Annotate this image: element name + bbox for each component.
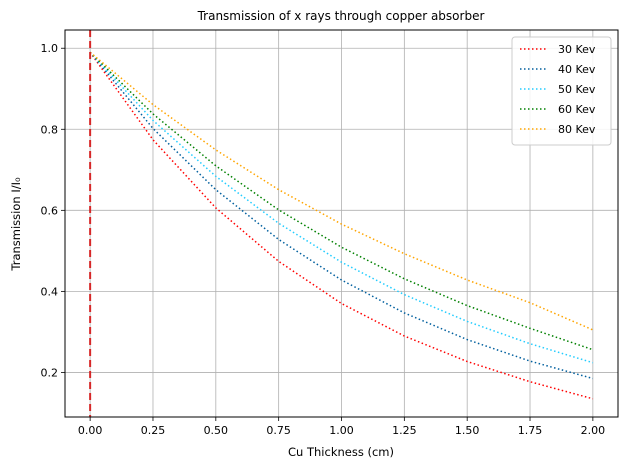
legend-label: 60 Kev bbox=[558, 103, 596, 116]
x-tick-label: 0.00 bbox=[78, 424, 103, 437]
series-line bbox=[89, 51, 594, 400]
y-tick-label: 0.8 bbox=[41, 123, 59, 136]
legend-label: 40 Kev bbox=[558, 63, 596, 76]
y-tick-label: 0.6 bbox=[41, 204, 59, 217]
y-axis: 0.2 0.4 0.6 0.8 1.0 bbox=[41, 42, 65, 379]
legend: 30 Kev 40 Kev 50 Kev 60 Kev 80 Kev bbox=[511, 36, 612, 146]
series-line bbox=[89, 51, 594, 364]
y-axis-label: Transmission I/I₀ bbox=[9, 177, 23, 272]
legend-box bbox=[511, 36, 612, 146]
x-tick-label: 0.75 bbox=[266, 424, 291, 437]
x-tick-label: 1.25 bbox=[392, 424, 417, 437]
x-tick-label: 0.50 bbox=[204, 424, 229, 437]
x-tick-label: 0.25 bbox=[141, 424, 166, 437]
y-tick-label: 0.2 bbox=[41, 366, 59, 379]
y-tick-label: 0.4 bbox=[41, 285, 59, 298]
x-tick-label: 2.00 bbox=[581, 424, 606, 437]
x-axis: 0.00 0.25 0.50 0.75 1.00 1.25 1.50 1.75 2.00 bbox=[78, 417, 605, 437]
legend-label: 50 Kev bbox=[558, 83, 596, 96]
x-tick-label: 1.50 bbox=[455, 424, 480, 437]
series-line bbox=[89, 51, 594, 331]
legend-label: 30 Kev bbox=[558, 43, 596, 56]
series-line bbox=[89, 51, 594, 380]
x-tick-label: 1.75 bbox=[518, 424, 543, 437]
x-axis-label: Cu Thickness (cm) bbox=[288, 445, 394, 459]
y-tick-label: 1.0 bbox=[41, 42, 59, 55]
x-tick-label: 1.00 bbox=[329, 424, 354, 437]
chart-title: Transmission of x rays through copper ab… bbox=[197, 9, 485, 23]
series-layer bbox=[89, 30, 594, 417]
legend-label: 80 Kev bbox=[558, 123, 596, 136]
